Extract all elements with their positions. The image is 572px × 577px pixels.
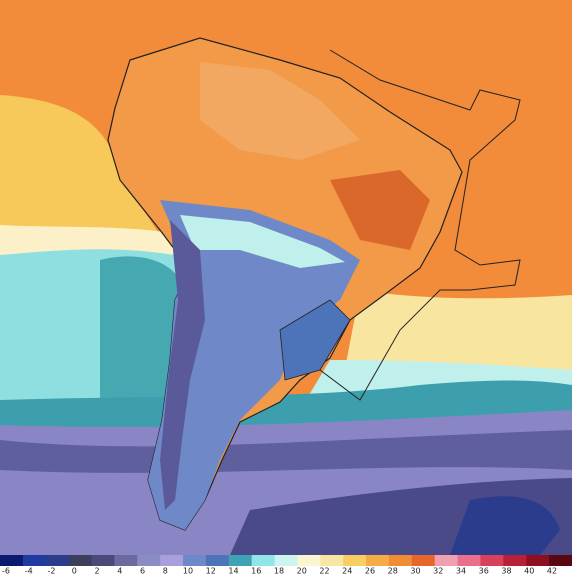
colorbar-label: 10 [183,567,193,576]
colorbar-swatch [320,555,344,566]
colorbar-label: 6 [140,567,145,576]
colorbar-label: 30 [410,567,420,576]
colorbar-swatch [114,555,138,566]
andes [160,220,205,510]
colorbar-label: 20 [297,567,307,576]
colorbar-label: -4 [25,567,33,576]
colorbar-label: 0 [72,567,77,576]
colorbar-label: 38 [501,567,511,576]
colorbar-label: 16 [251,567,261,576]
colorbar-swatch [388,555,413,566]
colorbar-swatch [160,555,184,566]
colorbar-label: -2 [48,567,56,576]
colorbar-swatch [457,555,481,566]
colorbar-label: 2 [94,567,99,576]
colorbar-swatch [45,555,70,566]
continent [107,37,521,531]
land-warm [200,62,360,160]
colorbar: -6 -4 -2 0 2 4 6 8 10 12 14 16 18 20 22 24 26 28 30 32 34 36 3… [0,555,572,576]
colorbar-swatch [480,555,504,566]
colorbar-swatch [549,555,572,566]
colorbar-swatch [22,555,47,566]
ocean-band [450,496,560,555]
colorbar-swatch [137,555,161,566]
ocean-band [100,256,180,410]
colorbar-swatch [205,555,230,566]
land-region [279,299,351,381]
colorbar-label: 28 [388,567,398,576]
colorbar-swatch [183,555,207,566]
colorbar-swatch [411,555,436,566]
ocean-band [0,95,160,240]
colorbar-swatch [0,555,24,566]
ocean-band [0,430,572,473]
colorbar-label: 8 [163,567,168,576]
colorbar-label: 40 [524,567,534,576]
colorbar-label: 32 [433,567,443,576]
colorbar-label: 18 [274,567,284,576]
colorbar-swatch [366,555,390,566]
colorbar-swatch [343,555,367,566]
colorbar-swatch [228,555,253,566]
colorbar-label: 4 [117,567,122,576]
colorbar-swatch [297,555,321,566]
colorbar-label: 26 [365,567,375,576]
boundary-line [319,49,521,401]
colorbar-label: 24 [342,567,352,576]
colorbar-swatch [91,555,115,566]
colorbar-label: 36 [479,567,489,576]
colorbar-swatch [251,555,276,566]
colorbar-swatch [503,555,527,566]
land-band [180,215,345,268]
colorbar-label: 14 [228,567,238,576]
colorbar-swatch [526,555,550,566]
colorbar-label: 12 [206,567,216,576]
colorbar-swatch [434,555,459,566]
colorbar-label: 22 [319,567,329,576]
colorbar-label: 42 [547,567,557,576]
land-hot [330,170,430,250]
colorbar-swatch [274,555,298,566]
colorbar-label: 34 [456,567,466,576]
colorbar-swatch [68,555,93,566]
colorbar-label: -6 [2,567,10,576]
